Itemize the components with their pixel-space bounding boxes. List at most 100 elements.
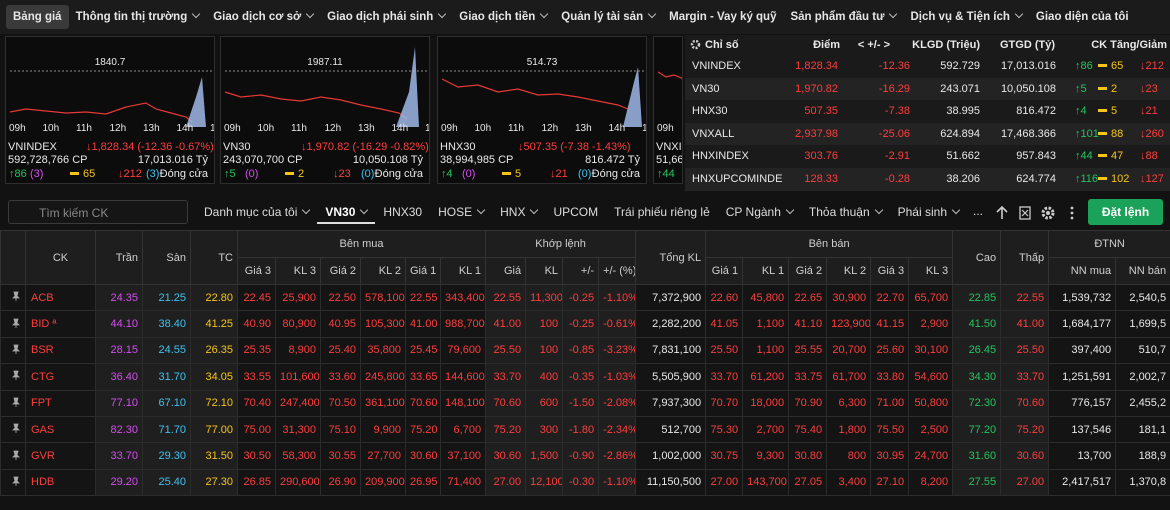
index-cell: ↓23 [1140,82,1158,95]
up: ↑44 [657,168,675,180]
nav-item[interactable]: Sản phẩm đầu tư [783,5,903,29]
price-cell: 9,900 [360,415,406,444]
unchanged: 2 [285,168,304,180]
price-cell: 30,900 [826,283,872,312]
nav-item[interactable]: Dịch vụ & Tiện ích [903,5,1028,29]
status: Đóng cửa [591,168,640,180]
stock-row[interactable]: HDB 29.20 25.40 27.30 26.85 290,600 26.90 209,9… [0,468,1170,497]
stock-row[interactable]: GAS 82.30 71.70 77.00 75.00 31,300 75.10 9,900 7… [0,415,1170,444]
price-cell: 1,800 [826,415,872,444]
tab[interactable]: HOSE [430,200,492,224]
price-cell: 50,800 [908,389,954,417]
price-cell: 41.50 [952,310,1002,338]
tab[interactable]: UPCOM [553,205,599,219]
time-label: 11h [291,123,307,134]
header-cell: KL 1 [439,257,487,285]
order-button[interactable]: Đặt lệnh [1088,199,1163,225]
price-cell: 247,400 [275,389,321,417]
nav-item[interactable]: Giao dịch phái sinh [320,5,452,29]
price-cell: 25.60 [870,336,910,365]
reference-label: 514.73 [526,57,558,68]
tab[interactable]: Phái sinh [890,200,967,224]
stock-row[interactable]: CTG 36.40 31.70 34.05 33.55 101,600 33.60 245,8… [0,363,1170,391]
price-cell: 77.10 [95,389,143,417]
price-cell: -0.25 [562,283,600,312]
tab[interactable]: CP Ngành [718,200,801,224]
price-cell: 29.20 [95,468,143,497]
price-cell: 988,700 [439,310,487,338]
nav-item[interactable]: Giao diện của tôi [1035,11,1129,23]
price-cell: 34.30 [952,363,1002,391]
price-cell: 70.60 [405,389,441,417]
index-cell: ↓212 [1140,60,1164,72]
price-cell: 27,700 [360,442,406,470]
time-label: 11h [508,123,524,134]
nav-item[interactable]: Giao dịch cơ sở [206,5,320,29]
volume: 243,070,700 CP [223,154,303,166]
search-box[interactable]: Tìm kiếm CK [8,200,188,224]
index-row: VN30 1,970.82 -16.29 243.071 10,050.108 ↑5 2 ↓2… [685,77,1170,101]
price-cell: 27.00 [1000,468,1050,497]
price-cell: 33.80 [870,363,910,391]
tab[interactable]: Danh mục của tôi [196,200,317,224]
tab[interactable]: HNX [492,200,545,224]
price-cell: 41.15 [870,310,910,338]
price-cell: 26.45 [952,336,1002,365]
tab[interactable]: VN30 [317,200,376,224]
price-cell: 6,300 [826,389,872,417]
price-cell: 26.95 [405,468,441,497]
header-cell: KL 1 [742,257,790,285]
volume-spike [186,77,206,127]
stock-row[interactable]: FPT 77.10 67.10 72.10 70.40 247,400 70.50 361,1… [0,389,1170,417]
stock-board: CK Trần Sàn TC Bên mua Khớp lệnh Tổng KL Bên bá… [0,230,1170,510]
nav-item[interactable]: Margin - Vay ký quỹ [669,11,777,23]
nav-item[interactable]: Giao dịch tiền [452,5,554,29]
price-cell: 510,7 [1115,336,1170,365]
tab[interactable]: Trái phiếu riêng lẻ [614,205,710,219]
nav-item[interactable]: Thông tin thị trường [69,5,207,29]
time-label: 12h [109,123,127,134]
header-cell: CK [25,230,96,285]
stock-row[interactable]: BSR 28.15 24.55 26.35 25.35 8,900 25.40 35,800 2… [0,336,1170,365]
price-cell: 2,455,2 [1115,389,1170,417]
header-cell: KL 3 [908,257,954,285]
time-label: 13h [143,123,160,134]
index-row: VNINDEX 1,828.34 -12.36 592.729 17,013.016 ↑8… [685,55,1170,78]
nav-item[interactable]: Quản lý tài sản [554,5,662,29]
stock-row[interactable]: BID ª 44.10 38.40 41.25 40.90 80,900 40.95 105,… [0,310,1170,338]
time-label: 09h [9,123,26,134]
ticker: HDB [25,468,96,497]
header-cell: KL 2 [826,257,872,285]
header-cell: Giá 2 [788,257,828,285]
price-cell: 70.40 [237,389,276,417]
price-cell: 2,700 [742,415,790,444]
tab[interactable]: HNX30 [383,205,423,219]
price-cell: 25.40 [320,336,361,365]
index-row: HNX30 507.35 -7.38 38.995 816.472 ↑4 5 ↓21 [685,100,1170,124]
header-group: Bên mua [236,230,487,258]
header-cell: Giá 1 [405,257,441,285]
price-cell: 3,400 [826,468,872,497]
tab[interactable]: Thỏa thuận [801,200,890,224]
price-cell: 61,200 [742,363,790,391]
price-cell: 41.25 [190,310,238,338]
index-cell: ↑101 [1075,127,1099,140]
price-cell: 30.50 [237,442,276,470]
index-row: VNXALL 2,937.98 -25.06 624.894 17,468.366 ↑10… [685,122,1170,146]
price-cell: 71.70 [142,415,191,444]
price-cell: 27.05 [788,468,828,497]
pin [12,397,20,407]
more-tabs[interactable]: ... [973,204,984,218]
name: VNXI [656,141,682,153]
price-cell: 30.80 [788,442,828,470]
stock-row[interactable]: ACB 24.35 21.25 22.80 22.45 25,900 22.50 578,10… [0,283,1170,312]
price-cell: 41.10 [788,310,828,338]
nav-item[interactable]: Bảng giá [6,5,69,29]
price-cell: 75.20 [1000,415,1050,444]
price-cell: 2,500 [908,415,954,444]
down-floor: (0) [361,168,375,180]
price-cell: 21.25 [142,283,191,312]
stock-row[interactable]: GVR 33.70 29.30 31.50 30.50 58,300 30.55 27,700… [0,442,1170,470]
index-header-cell: GTGD (Tỷ) [1000,39,1055,51]
price-cell: 101,600 [275,363,321,391]
